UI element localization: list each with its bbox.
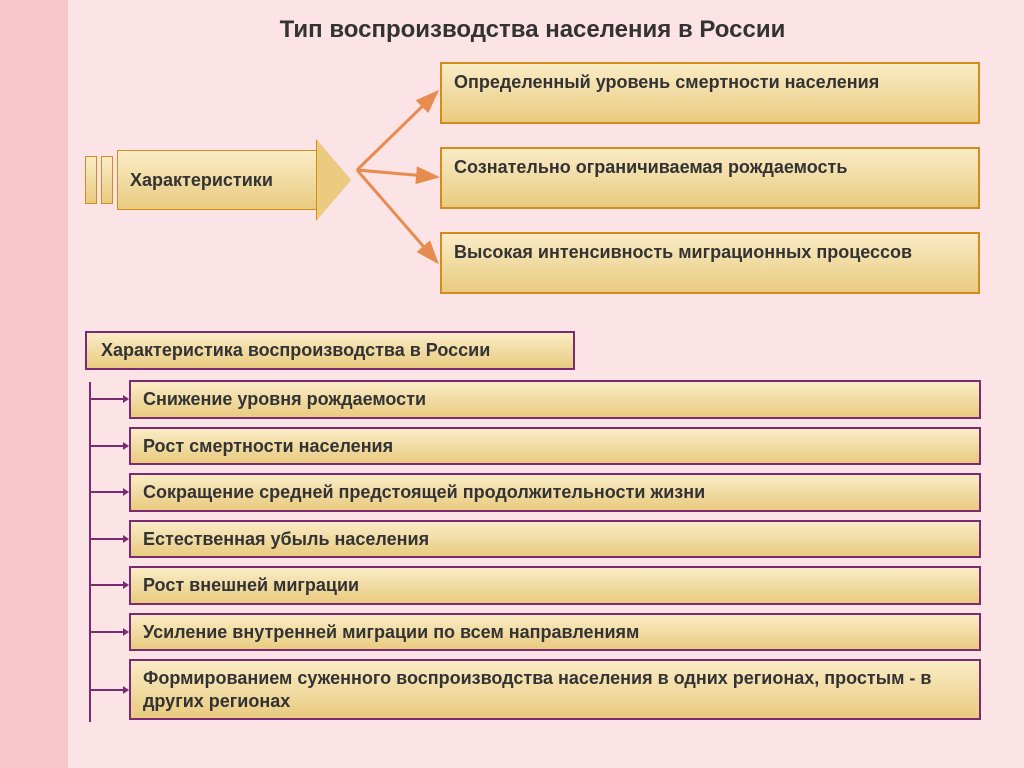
list-arrow-icon (91, 486, 129, 498)
list-item: Усиление внутренней миграции по всем нап… (129, 613, 981, 652)
list-arrow-icon (91, 393, 129, 405)
list-arrow-icon (91, 533, 129, 545)
list-item: Рост внешней миграции (129, 566, 981, 605)
characteristic-text: Определенный уровень смертности населени… (454, 72, 879, 92)
list-item-text: Усиление внутренней миграции по всем нап… (143, 622, 639, 642)
arrow-head-icon (317, 140, 351, 220)
list-arrow-icon (91, 684, 129, 696)
decor-bar-icon (85, 156, 97, 204)
list-item: Рост смертности населения (129, 427, 981, 466)
characteristics-label-box: Характеристики (117, 150, 317, 210)
list-item-text: Снижение уровня рождаемости (143, 389, 426, 409)
list-arrow-icon (91, 579, 129, 591)
characteristic-text: Сознательно ограничиваемая рождаемость (454, 157, 847, 177)
content-area: Тип воспроизводства населения в России Х… (45, 0, 1020, 768)
list-item: Сокращение средней предстоящей продолжит… (129, 473, 981, 512)
decor-bar-icon (101, 156, 113, 204)
characteristic-box-migration: Высокая интенсивность миграционных проце… (440, 232, 980, 294)
list-vertical-connector (89, 382, 91, 722)
list-item-text: Естественная убыль населения (143, 529, 429, 549)
list-item: Снижение уровня рождаемости (129, 380, 981, 419)
characteristics-source-node: Характеристики (85, 140, 351, 220)
characteristic-box-mortality: Определенный уровень смертности населени… (440, 62, 980, 124)
list-arrow-icon (91, 626, 129, 638)
characteristic-text: Высокая интенсивность миграционных проце… (454, 242, 912, 262)
list-item-text: Рост внешней миграции (143, 575, 359, 595)
page-title: Тип воспроизводства населения в России (85, 16, 980, 44)
branch-arrows-icon (357, 62, 445, 294)
section-label-text: Характеристика воспроизводства в России (101, 340, 490, 360)
list-item-text: Рост смертности населения (143, 436, 393, 456)
characteristics-diagram: Характеристики Определенный уровень смер… (85, 62, 980, 317)
characteristics-label: Характеристики (130, 170, 273, 191)
list-item-text: Формированием суженного воспроизводства … (143, 668, 931, 711)
list-item-text: Сокращение средней предстоящей продолжит… (143, 482, 705, 502)
list-item: Формированием суженного воспроизводства … (129, 659, 981, 720)
list-item: Естественная убыль населения (129, 520, 981, 559)
list-arrow-icon (91, 440, 129, 452)
reproduction-list: Снижение уровня рождаемости Рост смертно… (85, 380, 980, 720)
characteristic-box-birthrate: Сознательно ограничиваемая рождаемость (440, 147, 980, 209)
reproduction-section-label: Характеристика воспроизводства в России (85, 331, 575, 370)
